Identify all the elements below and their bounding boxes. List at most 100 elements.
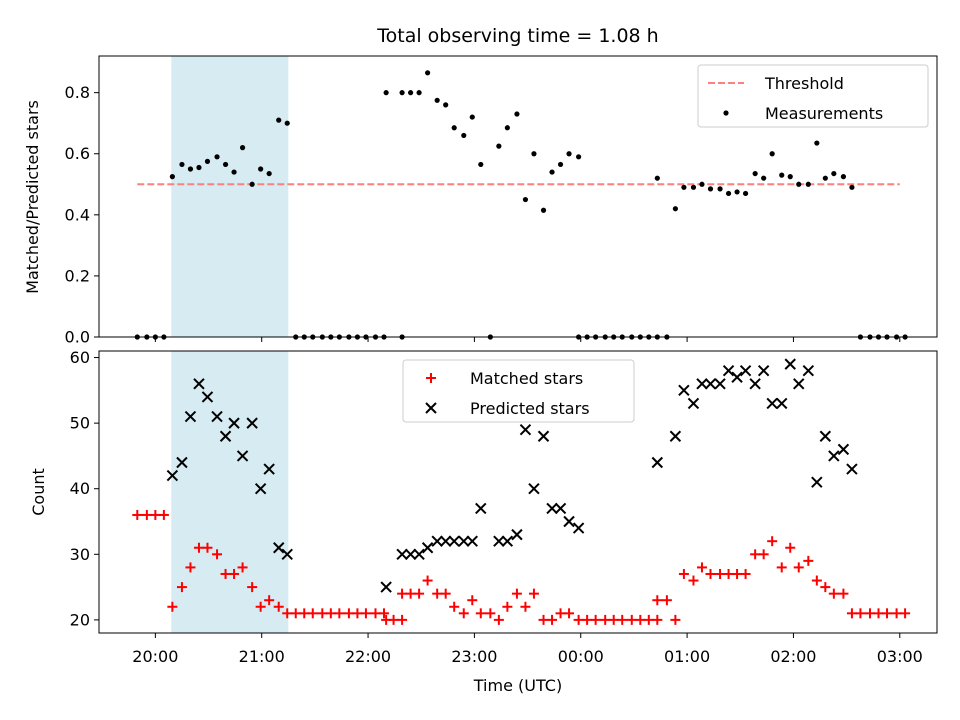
matched-star-point	[828, 588, 839, 599]
matched-star-point	[485, 608, 496, 619]
y-tick-label: 60	[70, 348, 90, 367]
matched-star-point	[317, 608, 328, 619]
matched-star-point	[643, 614, 654, 625]
matched-star-point	[767, 536, 778, 547]
matched-star-point	[360, 608, 371, 619]
matched-star-point	[247, 582, 258, 593]
predicted-star-point	[546, 502, 558, 515]
predicted-star-point	[176, 456, 188, 469]
matched-star-point	[264, 595, 275, 606]
ratio-legend: Threshold Measurements	[697, 64, 929, 128]
matched-star-point	[370, 608, 381, 619]
predicted-star-point	[537, 430, 550, 442]
matched-star-point	[325, 608, 336, 619]
predicted-star-point	[184, 410, 197, 423]
measurement-point	[187, 166, 194, 172]
measurement-point	[654, 175, 660, 181]
predicted-star-point	[837, 443, 850, 456]
y-tick-label: 0.8	[65, 83, 90, 102]
matched-star-point	[705, 568, 716, 579]
legend-entry: Measurements	[765, 104, 883, 123]
matched-star-point	[617, 614, 628, 625]
y-tick-label: 0.2	[65, 266, 90, 285]
measurement-point	[681, 184, 687, 190]
matched-star-point	[590, 614, 601, 625]
matched-star-point	[255, 601, 266, 612]
predicted-star-point	[380, 581, 392, 593]
predicted-star-point	[572, 522, 585, 534]
predicted-star-point	[828, 450, 840, 462]
predicted-star-point	[722, 364, 735, 377]
measurement-point	[249, 181, 255, 187]
predicted-star-point	[776, 397, 788, 410]
predicted-star-point	[784, 358, 796, 370]
matched-star-point	[432, 588, 443, 599]
ratio-y-axis-title: Matched/Predicted stars	[23, 100, 42, 294]
x-tick-label: 20:00	[132, 647, 178, 666]
measurement-point	[717, 186, 723, 192]
measurement-point	[672, 206, 678, 212]
measurement-point	[496, 143, 502, 149]
matched-star-point	[793, 562, 804, 573]
matched-star-point	[334, 608, 345, 619]
predicted-star-point	[793, 378, 805, 390]
predicted-star-point	[811, 476, 823, 488]
matched-star-point	[564, 608, 575, 619]
measurement-point	[399, 90, 405, 96]
matched-star-point	[652, 595, 663, 606]
matched-star-point	[220, 568, 231, 579]
legend-entry: Threshold	[764, 74, 844, 93]
measurement-point	[383, 90, 389, 96]
matched-star-point	[282, 608, 293, 619]
y-tick-label: 20	[70, 610, 90, 629]
legend-plus-swatch	[426, 373, 436, 383]
measurement-point	[284, 120, 290, 126]
matched-star-point	[132, 509, 143, 520]
matched-star-point	[882, 608, 893, 619]
matched-star-point	[212, 549, 223, 560]
matched-star-point	[582, 614, 593, 625]
measurement-point	[196, 164, 202, 171]
matched-star-point	[670, 614, 681, 625]
predicted-star-point	[511, 528, 523, 541]
measurement-point	[222, 161, 229, 168]
predicted-star-point	[669, 430, 682, 442]
matched-star-point	[202, 542, 213, 553]
matched-star-point	[141, 509, 152, 520]
measurement-point	[699, 181, 705, 187]
y-tick-label: 40	[70, 479, 90, 498]
predicted-star-point	[714, 378, 726, 390]
measurement-point	[443, 102, 449, 108]
measurement-point	[707, 186, 714, 192]
predicted-star-point	[263, 463, 275, 475]
matched-star-point	[846, 608, 857, 619]
matched-star-point	[555, 608, 566, 619]
legend-x-swatch	[425, 402, 437, 414]
matched-star-point	[811, 575, 822, 586]
measurement-point	[742, 190, 749, 197]
predicted-star-point	[819, 430, 832, 442]
measurement-point	[805, 181, 811, 187]
count-y-axis-title: Count	[29, 468, 48, 516]
matched-star-point	[538, 614, 549, 625]
matched-star-point	[299, 608, 310, 619]
y-tick-label: 30	[70, 545, 90, 564]
matched-star-point	[750, 549, 761, 560]
predicted-star-point	[413, 548, 425, 561]
x-tick-label: 01:00	[664, 647, 710, 666]
matched-star-point	[458, 608, 469, 619]
predicted-star-point	[228, 417, 240, 429]
predicted-star-point	[846, 463, 858, 475]
predicted-star-point	[254, 483, 267, 495]
matched-star-point	[635, 614, 646, 625]
predicted-star-point	[404, 548, 417, 561]
matched-star-point	[573, 614, 584, 625]
matched-star-point	[715, 568, 726, 579]
legend-entry: Matched stars	[470, 369, 583, 388]
measurement-point	[478, 161, 484, 168]
matched-star-point	[176, 582, 187, 593]
legend-box	[402, 359, 635, 423]
matched-star-point	[723, 568, 734, 579]
measurement-point	[796, 181, 802, 187]
